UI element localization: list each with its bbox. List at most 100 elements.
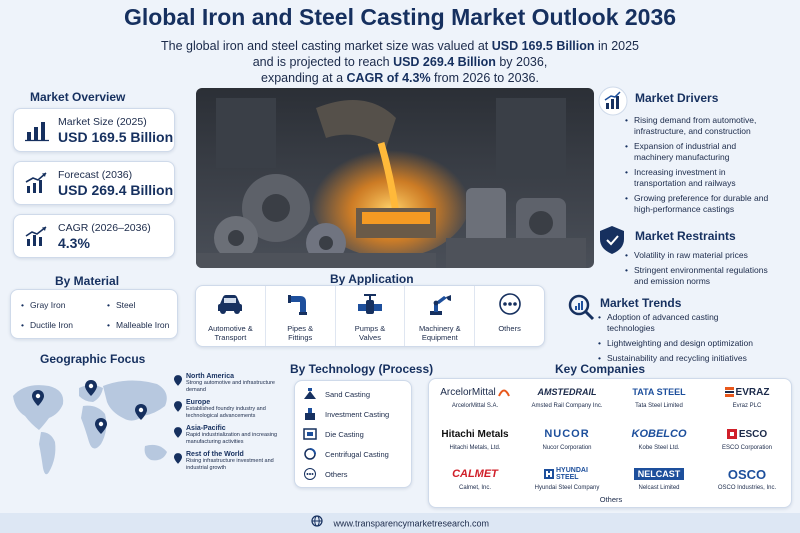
application-item-others: Others (475, 286, 544, 346)
restraint-item: Stringent environmental regulations and … (625, 265, 780, 287)
company-logo: Hitachi Metals (441, 428, 509, 440)
forecast-value: USD 269.4 Billion (58, 181, 174, 198)
market-size-value: USD 169.5 Billion (58, 128, 174, 145)
technology-item: Others (301, 465, 405, 483)
geo-item: North America Strong automotive and infr… (174, 373, 286, 394)
driver-item: Increasing investment in transportation … (625, 167, 773, 189)
trend-item: Adoption of advanced casting technologie… (598, 312, 728, 334)
drivers-list: Rising demand from automotive, infrastru… (625, 115, 773, 219)
pin-asia-pacific (135, 404, 147, 425)
company-esco: ESCO ESCO Corporation (705, 423, 789, 463)
bar-chart-icon (20, 113, 54, 147)
map-pin-icon (174, 451, 182, 469)
technology-item: Investment Casting (301, 405, 405, 423)
company-logo: NUCOR (544, 428, 590, 440)
geo-list: North America Strong automotive and infr… (174, 373, 286, 477)
driver-item: Growing preference for durable and high-… (625, 193, 773, 215)
footer-url[interactable]: www.transparencymarketresearch.com (333, 518, 490, 529)
company-arcelormittal: ArcelorMittal ArcelorMittal S.A. (433, 381, 517, 421)
page-title: Global Iron and Steel Casting Market Out… (123, 4, 677, 30)
company-hyundai: HYUNDAI STEEL Hyundai Steel Company (525, 463, 609, 503)
globe-icon (311, 514, 323, 533)
pin-africa (95, 418, 107, 439)
application-item-machinery: Machinery & Equipment (405, 286, 476, 346)
company-calmet: CALMET Calmet, Inc. (433, 463, 517, 503)
market-size-card: Market Size (2025) USD 169.5 Billion (13, 108, 175, 152)
centrifugal-casting-icon (301, 447, 319, 461)
geo-item: Rest of the World Rising infrastructure … (174, 451, 286, 472)
intro-text: The global iron and steel casting market… (160, 39, 640, 85)
company-logo: EVRAZ (705, 381, 789, 403)
application-title: By Application (330, 272, 414, 286)
pin-north-america (32, 390, 44, 411)
restraints-list: Volatility in raw material prices String… (625, 250, 780, 291)
company-amsted: AMSTEDRAIL Amsted Rail Company Inc. (525, 381, 609, 421)
application-item-pumps: Pumps & Valves (336, 286, 406, 346)
more-icon (301, 467, 319, 481)
company-logo: OSCO (727, 466, 767, 482)
trend-item: Sustainability and recycling initiatives (598, 353, 778, 364)
map-pin-icon (174, 425, 182, 443)
forecast-label: Forecast (2036) (58, 168, 133, 181)
more-icon (496, 292, 524, 321)
valve-icon (356, 292, 384, 321)
company-osco: OSCO OSCO Industries, Inc. (705, 463, 789, 503)
market-size-label: Market Size (2025) (58, 115, 147, 128)
material-title: By Material (55, 274, 120, 288)
company-logo: HYUNDAI STEEL (525, 463, 609, 485)
investment-casting-icon (301, 407, 319, 421)
foundry-image (196, 88, 594, 268)
restraints-title: Market Restraints (635, 229, 736, 243)
driver-item: Rising demand from automotive, infrastru… (625, 115, 773, 137)
material-item: Gray Iron (21, 300, 101, 311)
world-map (5, 368, 180, 488)
driver-item: Expansion of industrial and machinery ma… (625, 141, 773, 163)
forecast-card: Forecast (2036) USD 269.4 Billion (13, 161, 175, 205)
die-casting-icon (301, 427, 319, 441)
companies-box: ArcelorMittal ArcelorMittal S.A. AMSTEDR… (428, 378, 792, 508)
application-box: Automotive & Transport Pipes & Fittings Pu… (195, 285, 545, 347)
technology-title: By Technology (Process) (290, 362, 434, 376)
geo-item: Asia-Pacific Rapid industrialization and… (174, 425, 286, 446)
chart-growth-icon (598, 86, 628, 121)
restraint-item: Volatility in raw material prices (625, 250, 780, 261)
company-logo: AMSTEDRAIL (537, 387, 597, 397)
company-hitachi: Hitachi Metals Hitachi Metals, Ltd. (433, 423, 517, 463)
technology-item: Sand Casting (301, 385, 405, 403)
trend-chart-icon (20, 166, 54, 200)
trends-title: Market Trends (600, 296, 682, 310)
sand-casting-icon (301, 387, 319, 401)
magnifier-chart-icon (566, 292, 596, 327)
material-item: Ductile Iron (21, 320, 101, 331)
application-item-automotive: Automotive & Transport (196, 286, 266, 346)
technology-item: Die Casting (301, 425, 405, 443)
growth-chart-icon (20, 219, 54, 253)
footer: www.transparencymarketresearch.com (0, 513, 800, 533)
car-icon (216, 292, 244, 321)
application-item-pipes: Pipes & Fittings (266, 286, 336, 346)
material-item: Steel (107, 300, 177, 311)
companies-title: Key Companies (555, 362, 646, 376)
technology-box: Sand Casting Investment Casting Die Cast… (294, 380, 412, 488)
company-logo: TATA STEEL (632, 387, 686, 397)
company-tata: TATA STEEL Tata Steel Limited (617, 381, 701, 421)
company-evraz: EVRAZ Evraz PLC (705, 381, 789, 421)
company-kobelco: KOBELCO Kobe Steel Ltd. (617, 423, 701, 463)
geo-title: Geographic Focus (40, 352, 146, 366)
company-nucor: NUCOR Nucor Corporation (525, 423, 609, 463)
technology-item: Centrifugal Casting (301, 445, 405, 463)
cagr-value: 4.3% (58, 234, 90, 251)
company-logo: CALMET (452, 468, 498, 480)
map-pin-icon (174, 373, 182, 391)
map-pin-icon (174, 399, 182, 417)
overview-title: Market Overview (30, 90, 126, 104)
trends-list: Adoption of advanced casting technologie… (598, 312, 778, 368)
robot-arm-icon (426, 292, 454, 321)
material-box: Gray Iron Steel Ductile Iron Malleable I… (10, 289, 178, 339)
cagr-card: CAGR (2026–2036) 4.3% (13, 214, 175, 258)
company-logo: ArcelorMittal (433, 381, 517, 403)
drivers-title: Market Drivers (635, 91, 719, 105)
pipe-icon (286, 292, 314, 321)
geo-item: Europe Established foundry industry and … (174, 399, 286, 420)
company-logo: NELCAST (617, 463, 701, 485)
